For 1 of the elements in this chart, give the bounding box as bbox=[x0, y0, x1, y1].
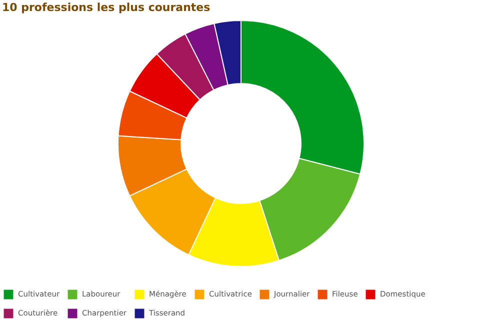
chart-title: 10 professions les plus courantes bbox=[2, 1, 211, 14]
